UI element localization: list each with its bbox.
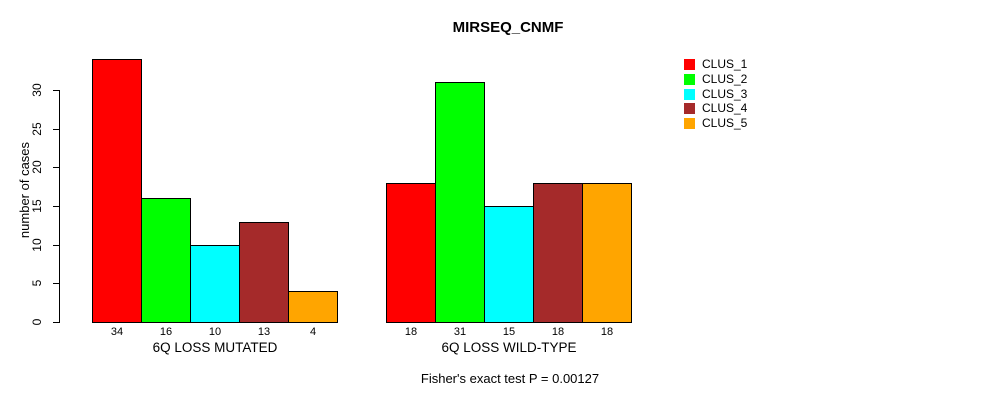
bar-clus_5-group1	[288, 291, 338, 323]
y-axis-tick	[53, 322, 59, 323]
y-axis-tick	[53, 167, 59, 169]
legend-label: CLUS_5	[702, 116, 748, 130]
bar-value-label: 15	[502, 326, 516, 338]
y-axis-tick-label: 25	[30, 122, 44, 136]
y-axis-tick-label: 30	[30, 83, 44, 97]
x-axis-group-label: 6Q LOSS MUTATED	[152, 340, 278, 355]
bar-value-label: 18	[600, 326, 614, 338]
fisher-test-annotation: Fisher's exact test P = 0.00127	[420, 371, 600, 386]
bar-value-label: 18	[404, 326, 418, 338]
bar-clus_5-group2	[582, 182, 632, 323]
y-axis-tick	[53, 128, 59, 130]
legend-swatch-clus_3	[684, 88, 695, 100]
bar-clus_2-group1	[141, 198, 191, 323]
bar-clus_3-group1	[190, 244, 240, 323]
bar-value-label: 4	[309, 326, 317, 338]
bar-value-label: 34	[110, 326, 124, 338]
bar-clus_3-group2	[484, 206, 534, 323]
bar-clus_2-group2	[435, 82, 485, 323]
y-axis-tick	[53, 283, 59, 285]
y-axis-line	[59, 90, 60, 323]
x-axis-group-label: 6Q LOSS WILD-TYPE	[441, 340, 577, 355]
bar-value-label: 18	[551, 326, 565, 338]
legend-label: CLUS_2	[702, 71, 748, 86]
bar-clus_4-group2	[533, 182, 583, 323]
y-axis-tick-label: 20	[30, 160, 44, 175]
y-axis-tick	[53, 244, 59, 246]
legend-label: CLUS_4	[702, 101, 748, 116]
y-axis-tick-label: 5	[30, 280, 44, 287]
legend-label: CLUS_3	[702, 86, 748, 101]
y-axis-tick-label: 10	[30, 238, 44, 252]
legend-swatch-clus_2	[684, 73, 695, 85]
y-axis-tick-label: 0	[30, 318, 44, 326]
chart-title: MIRSEQ_CNMF	[452, 19, 564, 36]
legend-swatch-clus_5	[684, 118, 695, 129]
bar-clus_1-group2	[386, 182, 436, 323]
bar-value-label: 10	[208, 326, 222, 338]
y-axis-tick	[53, 90, 59, 92]
legend-swatch-clus_1	[684, 59, 695, 70]
y-axis-tick	[53, 206, 59, 208]
legend-swatch-clus_4	[684, 103, 695, 115]
bar-clus_1-group1	[92, 59, 142, 323]
bar-value-label: 16	[159, 326, 173, 338]
y-axis-tick-label: 15	[30, 199, 44, 213]
bar-value-label: 13	[257, 326, 271, 338]
bar-value-label: 31	[453, 326, 467, 338]
legend-label: CLUS_1	[702, 57, 748, 71]
bar-clus_4-group1	[239, 221, 289, 323]
